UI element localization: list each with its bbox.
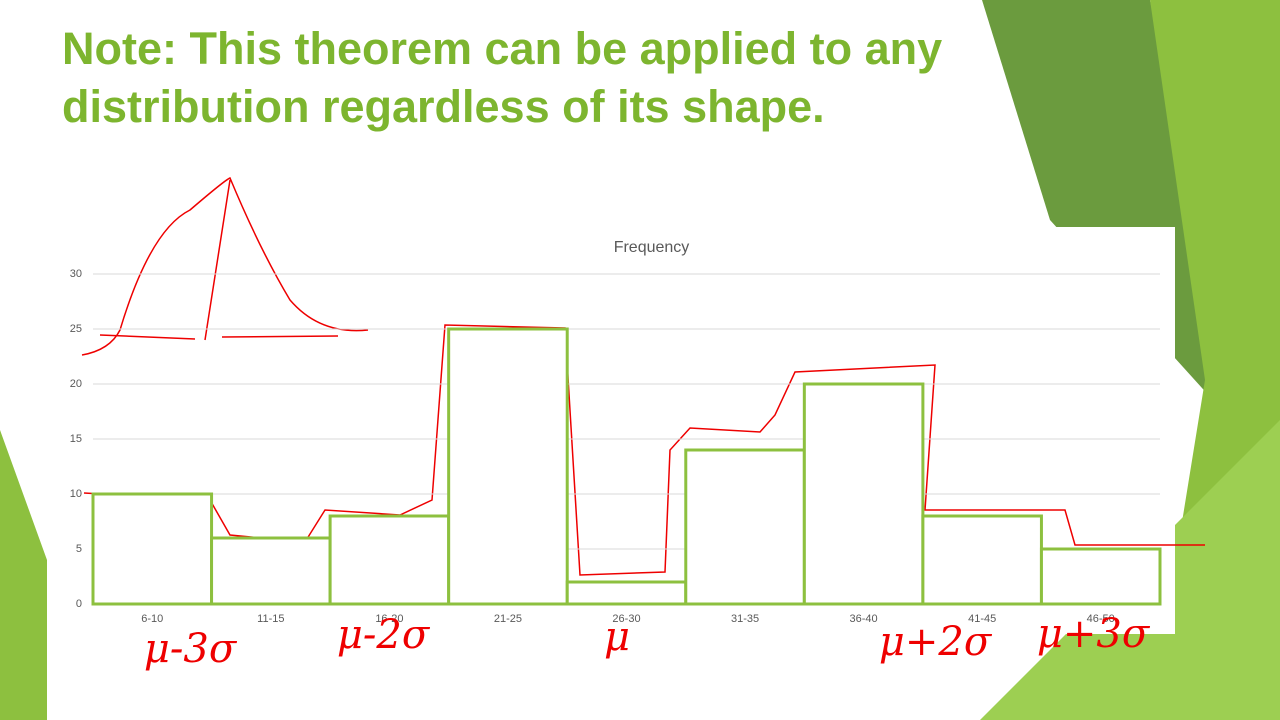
- x-tick-label: 36-40: [850, 613, 878, 625]
- y-tick-label: 15: [70, 433, 82, 445]
- x-tick-label: 11-15: [257, 613, 284, 625]
- annotation-drawing: [81, 177, 369, 356]
- chart-title: Frequency: [614, 239, 690, 256]
- y-tick-label: 10: [70, 488, 82, 500]
- x-tick-label: 46-50: [1087, 613, 1115, 625]
- bar: [91, 492, 214, 606]
- handwritten-note: μ: [604, 614, 630, 660]
- bar: [210, 536, 332, 606]
- bar: [921, 514, 1043, 606]
- x-tick-label: 26-30: [612, 613, 640, 625]
- bar: [328, 514, 451, 606]
- handwritten-note: μ-3σ: [144, 626, 238, 672]
- y-tick-label: 30: [70, 268, 82, 280]
- y-tick-label: 5: [76, 543, 82, 555]
- handwritten-note: μ-2σ: [337, 612, 431, 658]
- decor: [0, 430, 47, 720]
- x-tick-label: 41-45: [968, 613, 996, 625]
- slide-title: distribution regardless of its shape.: [62, 81, 825, 132]
- bar: [565, 580, 688, 606]
- x-tick-label: 16-20: [375, 613, 403, 625]
- annotation-drawing: [99, 179, 339, 341]
- slide-title: Note: This theorem can be applied to any: [62, 23, 942, 74]
- annotation-drawing: [83, 324, 1205, 576]
- bar: [684, 448, 806, 606]
- y-tick-label: 25: [70, 323, 82, 335]
- bar: [447, 327, 569, 606]
- handwritten-note: μ+2σ: [879, 619, 993, 665]
- x-tick-label: 21-25: [494, 613, 522, 625]
- decor: [982, 0, 1240, 430]
- y-tick-label: 0: [76, 598, 82, 610]
- bar: [802, 382, 925, 606]
- x-tick-label: 6-10: [141, 613, 163, 625]
- handwritten-note: μ+3σ: [1037, 611, 1151, 657]
- x-tick-label: 31-35: [731, 613, 759, 625]
- bar: [1039, 547, 1162, 606]
- y-tick-label: 20: [70, 378, 82, 390]
